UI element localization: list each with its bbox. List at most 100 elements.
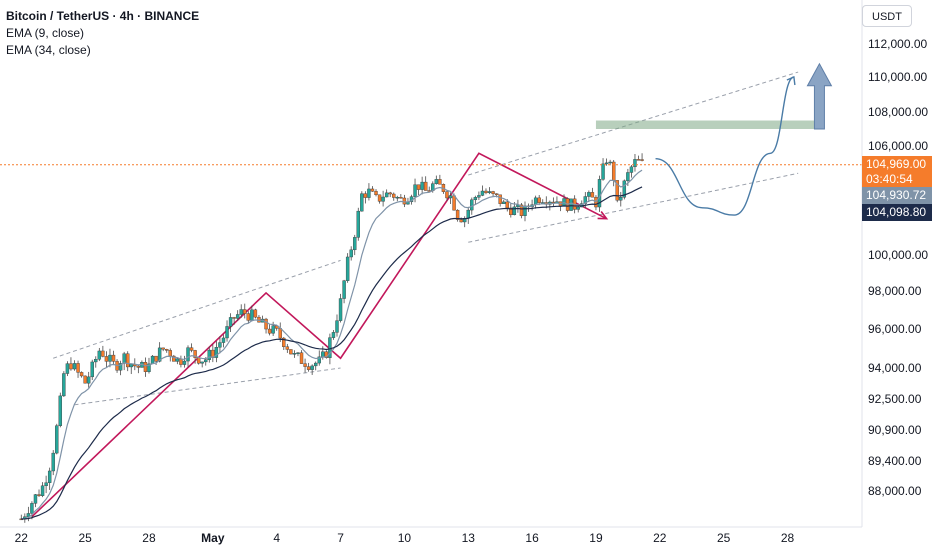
candle-body [321, 351, 325, 358]
candle-body [40, 485, 45, 496]
candle-body [232, 317, 236, 319]
y-tick-label: 106,000.00 [868, 139, 928, 153]
candle-body [243, 309, 247, 314]
candle-body [306, 366, 311, 370]
x-tick-label: 28 [781, 531, 795, 545]
projection-arrowhead [786, 75, 796, 86]
candle-body [509, 207, 513, 216]
candle-body [292, 353, 297, 355]
candle-body [608, 161, 612, 164]
x-tick-label: 25 [717, 531, 731, 545]
zigzag-arrowhead [597, 211, 609, 220]
x-tick-label: 7 [337, 531, 344, 545]
projection-layer [655, 62, 833, 216]
candle-body [502, 201, 506, 204]
ema9-line [21, 169, 643, 520]
candle-body [30, 503, 34, 514]
candle-body [619, 197, 623, 201]
candle-body [392, 193, 396, 198]
chart-title: Bitcoin / TetherUS · 4h · BINANCE [6, 9, 200, 23]
channel-line [468, 71, 799, 176]
candle-body [342, 280, 346, 299]
candle-body [182, 360, 187, 365]
candle-body [175, 358, 180, 362]
candle-body [438, 179, 442, 185]
channel-line [468, 172, 799, 243]
candle-body [150, 355, 155, 365]
y-tick-label: 92,500.00 [868, 392, 922, 406]
zigzag-pattern [31, 152, 607, 518]
candle-body [367, 188, 371, 198]
y-tick-label: 110,000.00 [868, 70, 927, 84]
x-tick-label: 13 [462, 531, 476, 545]
last-price-tag: 104,969.00 03:40:54 [862, 156, 932, 188]
ema9-price-tag: 104,930.72 [862, 187, 932, 204]
candle-body [317, 356, 321, 364]
candle-body [246, 313, 251, 321]
x-tick-label: 22 [653, 531, 667, 545]
candle-body [445, 191, 449, 199]
candle-body [523, 205, 527, 216]
y-tick-label: 88,000.00 [868, 484, 922, 498]
candle-body [626, 172, 630, 182]
candle-body [633, 159, 637, 168]
candle-body [204, 359, 208, 363]
candle-body [356, 210, 360, 238]
candle-body [90, 361, 94, 378]
candle-body [423, 181, 428, 191]
candle-body [65, 363, 70, 374]
ema34-price-tag: 104,098.80 [862, 204, 932, 221]
currency-button[interactable]: USDT [862, 5, 912, 27]
candle-body [370, 188, 375, 192]
candle-body [470, 199, 474, 211]
candle-body [416, 184, 421, 190]
candle-body [129, 364, 133, 368]
candle-body [94, 359, 98, 363]
candle-body [402, 197, 407, 205]
candle-body [47, 470, 52, 483]
candle-body [335, 320, 339, 333]
candle-body [338, 298, 343, 321]
candle-body [79, 372, 84, 377]
candle-body [72, 363, 77, 370]
x-tick-label: 25 [78, 531, 92, 545]
candle-body [161, 347, 165, 350]
candle-body [413, 184, 417, 197]
candle-body [44, 482, 48, 487]
candle-body [395, 196, 400, 199]
candle-body [576, 206, 580, 210]
candle-body [51, 452, 55, 472]
candle-body [345, 256, 350, 281]
candle-body [101, 350, 105, 357]
ema9-legend[interactable]: EMA (9, close) [6, 26, 85, 40]
candle-body [62, 373, 66, 397]
x-tick-label: 28 [142, 531, 156, 545]
x-tick-label: 19 [589, 531, 603, 545]
ema-layer [0, 164, 862, 520]
candle-body [491, 191, 495, 194]
candle-body [622, 180, 627, 198]
ema34-legend[interactable]: EMA (34, close) [6, 43, 91, 57]
candle-body [143, 362, 148, 372]
candle-body [459, 219, 463, 223]
candle-body [494, 193, 499, 196]
candle-body [384, 192, 389, 198]
last-price-value: 104,969.00 [866, 157, 927, 171]
candle-body [533, 197, 538, 205]
candle-body [296, 352, 300, 354]
candle-body [267, 328, 272, 334]
candle-body [353, 237, 357, 251]
candle-body [505, 201, 509, 209]
candle-body [537, 197, 541, 203]
candle-body [186, 347, 190, 362]
candle-body [196, 357, 201, 364]
candle-body [250, 309, 254, 321]
candle-body [363, 193, 368, 198]
candle-body [473, 197, 478, 201]
candle-body [604, 162, 609, 165]
candle-body [466, 209, 470, 219]
chart-legend: Bitcoin / TetherUS · 4h · BINANCE EMA (9… [6, 8, 199, 59]
candle-body [590, 192, 595, 198]
